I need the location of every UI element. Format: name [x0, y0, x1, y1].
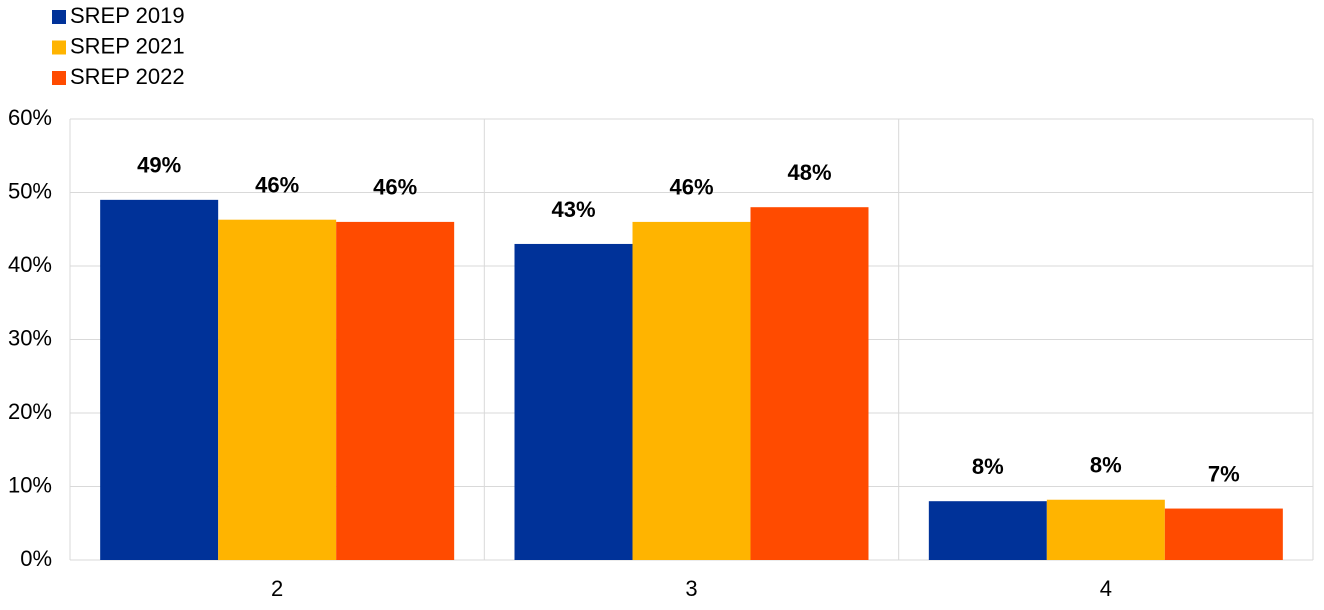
value-label: 8% [1090, 453, 1122, 478]
value-label: 8% [972, 454, 1004, 479]
y-tick-label: 30% [8, 325, 52, 350]
value-label: 43% [551, 197, 595, 222]
bar [514, 243, 633, 560]
bar [1164, 508, 1283, 560]
y-tick-label: 60% [8, 105, 52, 130]
bar [632, 221, 751, 560]
y-tick-label: 50% [8, 178, 52, 203]
bar [218, 219, 337, 560]
y-tick-label: 20% [8, 399, 52, 424]
x-tick-label: 2 [271, 576, 283, 601]
y-tick-label: 10% [8, 472, 52, 497]
value-label: 46% [373, 175, 417, 200]
value-label: 48% [787, 160, 831, 185]
x-tick-label: 4 [1100, 576, 1112, 601]
value-label: 49% [137, 153, 181, 178]
value-label: 46% [255, 173, 299, 198]
bar [1046, 499, 1165, 560]
bar [336, 221, 455, 560]
legend-swatch [52, 40, 66, 55]
legend-label: SREP 2021 [70, 33, 185, 58]
y-tick-label: 0% [20, 546, 52, 571]
bar [100, 199, 219, 560]
y-tick-label: 40% [8, 252, 52, 277]
bar [750, 207, 869, 560]
legend-label: SREP 2022 [70, 64, 185, 89]
legend-label: SREP 2019 [70, 3, 185, 28]
x-tick-label: 3 [685, 576, 697, 601]
legend-swatch [52, 71, 66, 85]
value-label: 7% [1208, 461, 1240, 486]
value-label: 46% [669, 175, 713, 200]
bar [928, 501, 1047, 560]
legend-swatch [52, 10, 66, 24]
